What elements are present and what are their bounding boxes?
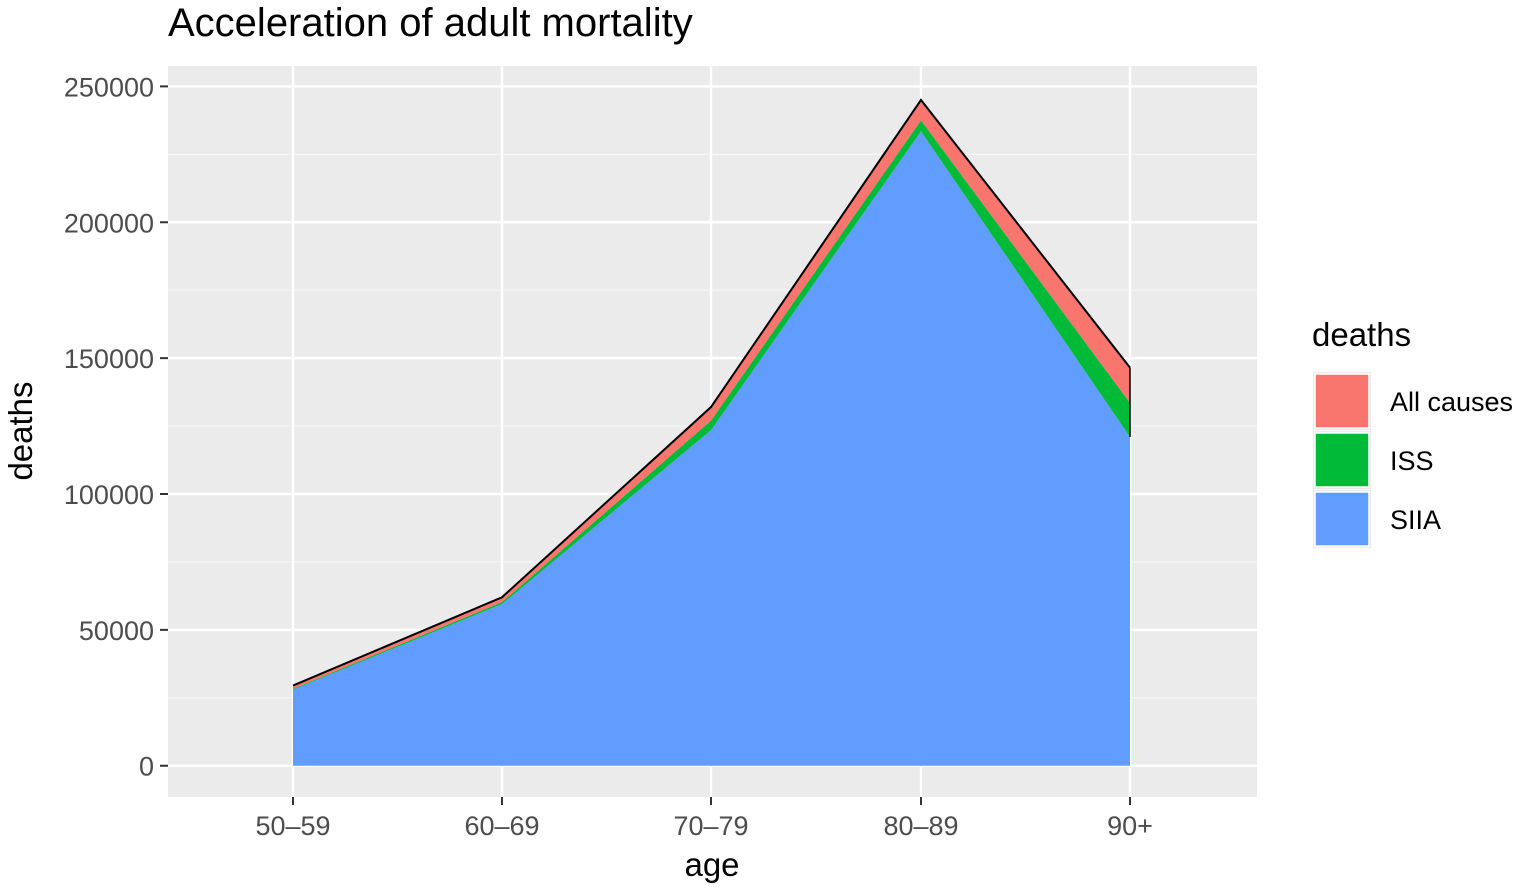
x-tick-label: 90+ [1107,811,1153,841]
legend-label: ISS [1390,446,1434,476]
y-tick-label: 100000 [64,480,154,510]
x-tick-label: 60–69 [464,811,539,841]
x-tick-label: 80–89 [883,811,958,841]
y-tick-label: 200000 [64,208,154,238]
legend-label: SIIA [1390,505,1441,535]
x-tick-label: 70–79 [673,811,748,841]
legend: deaths All causes ISS SIIA [1312,316,1513,548]
legend-swatch-all-causes [1314,373,1370,429]
y-axis: 0 50000 100000 150000 200000 250000 [64,72,168,782]
chart-title: Acceleration of adult mortality [168,1,693,45]
x-axis: 50–59 60–69 70–79 80–89 90+ [255,797,1153,841]
legend-swatch-siia [1314,491,1370,547]
y-tick-label: 250000 [64,72,154,102]
y-axis-title: deaths [2,381,39,480]
y-tick-label: 0 [139,752,154,782]
legend-title: deaths [1312,316,1411,353]
legend-swatch-iss [1314,432,1370,488]
x-axis-title: age [684,846,739,883]
area-series [292,98,1131,766]
stack-outline [292,98,1131,687]
y-tick-label: 50000 [79,616,154,646]
legend-label: All causes [1390,387,1513,417]
x-tick-label: 50–59 [255,811,330,841]
area-siia [293,131,1130,766]
y-tick-label: 150000 [64,344,154,374]
